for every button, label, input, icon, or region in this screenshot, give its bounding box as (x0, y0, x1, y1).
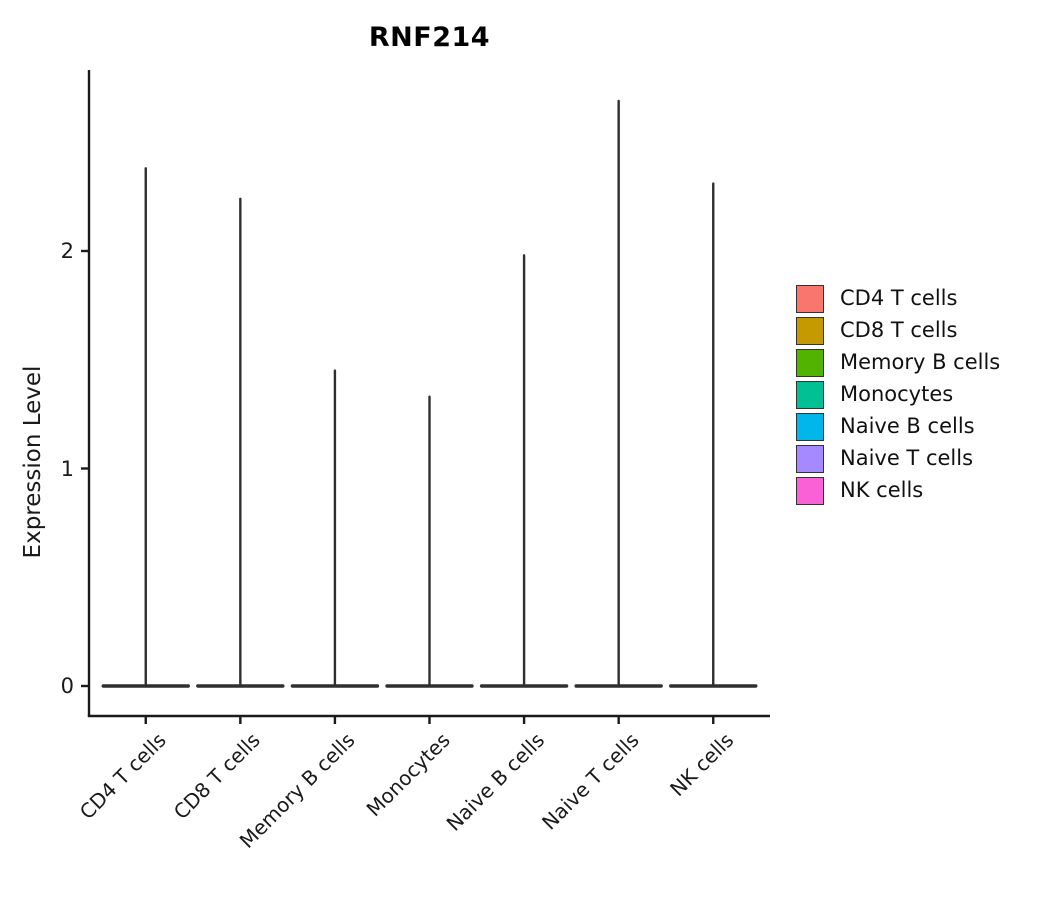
legend: CD4 T cells CD8 T cells Memory B cells Mono… (796, 284, 1000, 505)
legend-item-monocytes: Monocytes (796, 380, 1000, 409)
legend-swatch-memory-b-cells (796, 348, 824, 377)
legend-label-nk-cells: NK cells (840, 478, 924, 502)
y-tick-label-2: 2 (60, 239, 74, 263)
legend-swatch-cd8-t-cells (796, 316, 824, 345)
legend-item-cd4-t-cells: CD4 T cells (796, 284, 1000, 313)
legend-label-naive-b-cells: Naive B cells (840, 414, 975, 438)
legend-label-cd8-t-cells: CD8 T cells (840, 318, 958, 342)
legend-item-nk-cells: NK cells (796, 476, 1000, 505)
legend-swatch-naive-t-cells (796, 444, 824, 473)
legend-label-monocytes: Monocytes (840, 382, 954, 406)
y-tick-label-0: 0 (60, 674, 74, 698)
legend-swatch-naive-b-cells (796, 412, 824, 441)
legend-label-memory-b-cells: Memory B cells (840, 350, 1001, 374)
legend-item-naive-b-cells: Naive B cells (796, 412, 1000, 441)
legend-swatch-nk-cells (796, 476, 824, 505)
legend-swatch-monocytes (796, 380, 824, 409)
legend-label-cd4-t-cells: CD4 T cells (840, 286, 958, 310)
legend-item-naive-t-cells: Naive T cells (796, 444, 1000, 473)
legend-label-naive-t-cells: Naive T cells (840, 446, 974, 470)
chart-title: RNF214 (368, 22, 491, 53)
y-tick-label-1: 1 (60, 456, 74, 481)
legend-swatch-cd4-t-cells (796, 284, 824, 313)
legend-item-memory-b-cells: Memory B cells (796, 348, 1000, 377)
legend-item-cd8-t-cells: CD8 T cells (796, 316, 1000, 345)
